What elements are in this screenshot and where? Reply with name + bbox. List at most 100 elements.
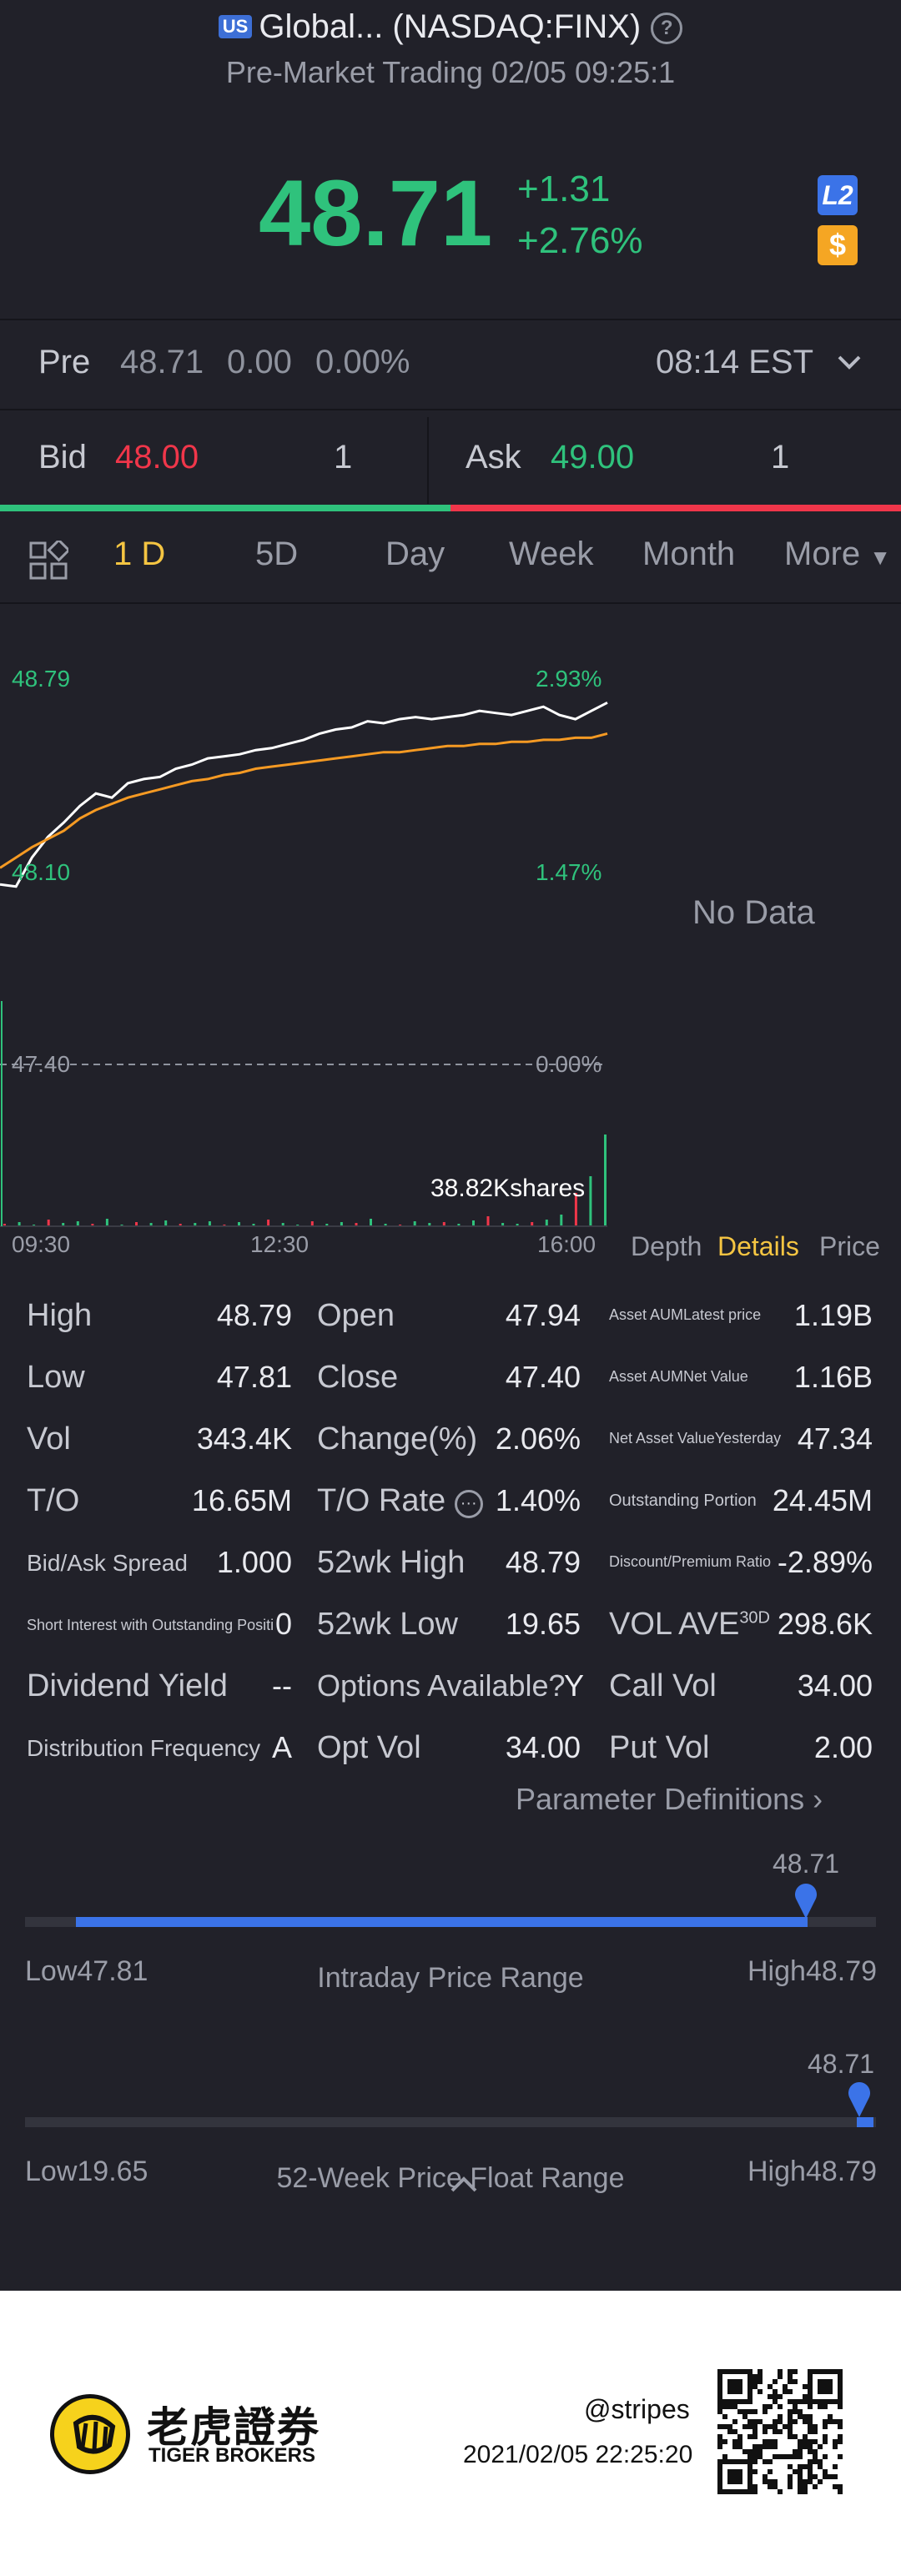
52wk-high-label: 52wk High xyxy=(317,1545,466,1580)
qr-module xyxy=(798,2484,803,2489)
more-info-icon[interactable]: ··· xyxy=(454,1490,483,1518)
qr-module xyxy=(793,2469,798,2474)
tab-day[interactable]: Day xyxy=(385,536,445,572)
brand-name-cn: 老虎證券 xyxy=(147,2404,320,2451)
qr-module xyxy=(808,2404,813,2409)
opt-vol-label: Opt Vol xyxy=(317,1730,421,1765)
close-value: 47.40 xyxy=(505,1360,581,1394)
qr-module xyxy=(803,2489,808,2494)
qr-module xyxy=(747,2409,753,2414)
qr-module xyxy=(727,2424,732,2429)
qr-module xyxy=(732,2439,737,2444)
qr-module xyxy=(793,2409,798,2414)
tab-month[interactable]: Month xyxy=(642,536,736,572)
qr-module xyxy=(732,2419,737,2424)
pre-change: 0.00 xyxy=(227,344,292,380)
average-price-line xyxy=(0,732,608,869)
qr-module xyxy=(833,2484,838,2489)
qr-module xyxy=(798,2464,803,2469)
tab-more[interactable]: More ▼ xyxy=(784,536,891,573)
qr-module xyxy=(768,2479,773,2484)
qr-module xyxy=(753,2419,758,2424)
tab-1d[interactable]: 1 D xyxy=(113,536,166,572)
volume-bar xyxy=(516,1224,519,1226)
volume-bar xyxy=(164,1220,168,1226)
level2-icon[interactable]: L2 xyxy=(818,175,858,215)
chevron-down-icon[interactable] xyxy=(834,350,864,375)
qr-module xyxy=(758,2374,763,2379)
qr-module xyxy=(803,2434,808,2439)
open-value: 47.94 xyxy=(505,1298,581,1332)
tab-more-label: More xyxy=(784,536,861,572)
tab-5d[interactable]: 5D xyxy=(255,536,299,572)
qr-module xyxy=(823,2454,828,2459)
qr-module xyxy=(763,2429,768,2434)
qr-module xyxy=(722,2454,727,2459)
volume-bar xyxy=(413,1221,416,1226)
qr-module xyxy=(818,2479,823,2484)
qr-module xyxy=(727,2404,732,2409)
qr-module xyxy=(788,2369,793,2374)
52wk-high-value: 48.79 xyxy=(505,1545,581,1579)
qr-module xyxy=(798,2444,803,2449)
qr-module xyxy=(798,2489,803,2494)
intraday-range-fill xyxy=(76,1917,808,1927)
qr-module xyxy=(818,2459,823,2464)
parameter-definitions-link[interactable]: Parameter Definitions › xyxy=(516,1782,823,1817)
qr-module xyxy=(717,2444,722,2449)
help-icon[interactable]: ? xyxy=(651,13,683,44)
volume-bar xyxy=(62,1223,65,1226)
qr-module xyxy=(813,2484,818,2489)
qr-module xyxy=(793,2449,798,2454)
subtab-price[interactable]: Price xyxy=(819,1231,880,1261)
layout-grid-icon[interactable] xyxy=(28,541,68,581)
qr-module xyxy=(763,2479,768,2484)
y-axis-low-pct-label: 0.00% xyxy=(536,1051,602,1077)
qr-module xyxy=(793,2404,798,2409)
bid-price[interactable]: 48.00 xyxy=(115,439,199,475)
qr-module xyxy=(753,2374,758,2379)
qr-module xyxy=(813,2449,818,2454)
qr-module xyxy=(763,2424,768,2429)
vol-value: 343.4K xyxy=(196,1421,292,1456)
qr-module xyxy=(753,2484,758,2489)
opt-vol-value: 34.00 xyxy=(505,1730,581,1764)
qr-module xyxy=(798,2414,803,2419)
qr-module xyxy=(768,2439,773,2444)
dollar-icon[interactable]: $ xyxy=(818,225,858,265)
ask-ratio-bar xyxy=(450,505,901,511)
qr-module xyxy=(808,2479,813,2484)
qr-module xyxy=(788,2434,793,2439)
tab-week[interactable]: Week xyxy=(509,536,594,572)
tiger-logo xyxy=(50,2394,130,2474)
qr-module xyxy=(803,2419,808,2424)
stock-title[interactable]: US Global... (NASDAQ:FINX)? xyxy=(0,8,901,46)
change-pct-label: Change(%) xyxy=(317,1421,478,1457)
pre-label: Pre xyxy=(38,344,91,380)
volume-bar xyxy=(428,1223,431,1226)
volume-bar xyxy=(384,1224,387,1226)
put-vol-label: Put Vol xyxy=(609,1730,710,1765)
ask-price[interactable]: 49.00 xyxy=(551,439,635,475)
qr-module xyxy=(778,2369,783,2374)
qr-module xyxy=(768,2384,773,2389)
qr-module xyxy=(768,2469,773,2474)
volume-bar xyxy=(370,1219,372,1226)
subtab-depth[interactable]: Depth xyxy=(631,1231,702,1261)
chevron-up-icon[interactable] xyxy=(447,2174,481,2194)
qr-module xyxy=(758,2419,763,2424)
qr-module xyxy=(722,2424,727,2429)
volume-bar xyxy=(149,1223,153,1226)
x-axis-label: 12:30 xyxy=(250,1231,310,1257)
qr-module xyxy=(732,2404,737,2409)
pre-change-pct: 0.00% xyxy=(315,344,410,380)
qr-module xyxy=(803,2414,808,2419)
pre-time: 08:14 EST xyxy=(656,344,814,380)
qr-module xyxy=(722,2404,727,2409)
subtab-details[interactable]: Details xyxy=(717,1231,799,1261)
qr-module xyxy=(778,2419,783,2424)
distribution-frequency-label: Distribution Frequency xyxy=(27,1735,261,1761)
qr-module xyxy=(828,2414,833,2419)
call-vol-value: 34.00 xyxy=(797,1668,873,1703)
intraday-chart[interactable] xyxy=(0,651,617,1235)
